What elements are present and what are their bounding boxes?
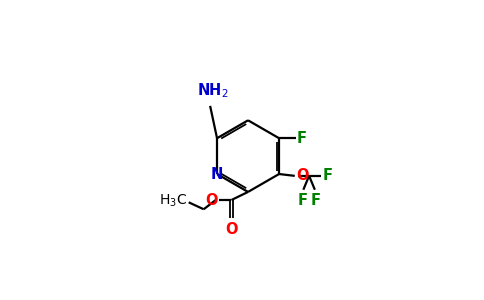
Text: NH$_2$: NH$_2$ [197, 81, 228, 100]
Text: O: O [205, 193, 218, 208]
Text: N: N [211, 167, 223, 182]
Text: O: O [225, 222, 238, 237]
Text: F: F [297, 193, 307, 208]
Text: F: F [311, 193, 321, 208]
Text: O: O [296, 168, 308, 183]
Text: H$_3$C: H$_3$C [159, 193, 187, 209]
Text: F: F [322, 168, 332, 183]
Text: F: F [297, 131, 307, 146]
